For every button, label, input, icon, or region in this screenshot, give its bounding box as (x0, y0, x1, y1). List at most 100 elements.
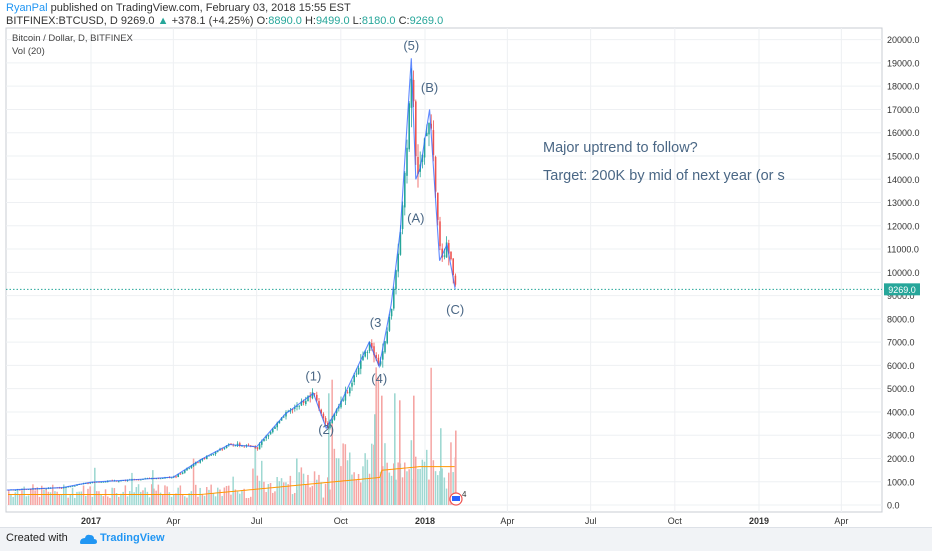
volume-bar (390, 475, 393, 506)
candle-body (360, 360, 362, 369)
volume-bar (214, 496, 217, 506)
volume-bar (342, 443, 344, 506)
candle-body (201, 458, 204, 461)
volume-bar (362, 466, 364, 506)
volume-bar (177, 487, 179, 506)
volume-spike (455, 430, 457, 506)
y-tick-label: 14000.0 (887, 175, 920, 185)
candle-body (188, 467, 190, 469)
candle-body (408, 103, 410, 150)
candle-body (349, 387, 351, 394)
volume-bar (289, 475, 292, 506)
volume-bar (302, 473, 305, 506)
candle-body (454, 275, 457, 285)
candle-body (309, 396, 311, 398)
volume-bar (382, 466, 384, 506)
volume-bar (428, 479, 430, 506)
volume-bar (256, 475, 259, 506)
y-tick-label: 16000.0 (887, 128, 920, 138)
y-tick-label: 15000.0 (887, 151, 920, 161)
volume-bar (124, 485, 127, 506)
candle-body (175, 476, 177, 478)
wave-label: (B) (421, 80, 438, 95)
y-tick-label: 9000.0 (887, 291, 915, 301)
candle-body (104, 481, 107, 483)
volume-bar (316, 479, 318, 506)
author-name[interactable]: RyanPal (6, 2, 48, 14)
volume-bar (406, 471, 408, 506)
candle-body (324, 418, 327, 423)
candle-body (30, 489, 32, 491)
candle-body (269, 431, 272, 435)
y-tick-label: 7000.0 (887, 338, 915, 348)
candle-body (170, 477, 173, 479)
volume-bar (386, 462, 388, 506)
wave-label: (A) (407, 210, 424, 225)
volume-bar (10, 494, 12, 506)
volume-bar (375, 367, 377, 506)
volume-spike (413, 395, 415, 506)
candle-body (382, 351, 384, 360)
tradingview-brand[interactable]: TradingView (100, 532, 165, 544)
volume-bar (346, 460, 349, 506)
candle-body (239, 443, 241, 446)
volume-bar (14, 492, 17, 506)
volume-bar (184, 496, 186, 506)
volume-bar (377, 376, 380, 506)
volume-bar (162, 494, 164, 506)
volume-bar (225, 485, 228, 506)
volume-bar (355, 479, 358, 506)
x-tick-label: Apr (166, 516, 180, 526)
volume-bar (91, 496, 94, 506)
volume-bar (357, 474, 360, 506)
volume-bar (168, 492, 171, 506)
volume-bar (410, 440, 413, 506)
volume-bar (452, 472, 454, 506)
y-tick-label: 19000.0 (887, 58, 920, 68)
open-value: 8890.0 (268, 15, 302, 27)
volume-bar (98, 491, 100, 506)
volume-bar (261, 460, 263, 506)
volume-bar (448, 472, 450, 506)
candle-body (157, 478, 160, 480)
candle-body (366, 351, 369, 353)
candle-body (234, 445, 237, 447)
current-price-badge (884, 283, 920, 296)
volume-bar (415, 456, 417, 506)
candle-body (373, 346, 375, 356)
volume-bar (434, 471, 437, 506)
volume-bar (239, 493, 241, 506)
flag-body (452, 496, 460, 501)
candle-body (203, 458, 206, 460)
candle-body (296, 405, 298, 407)
candle-body (351, 382, 353, 387)
volume-bar (30, 488, 32, 506)
volume-bar (423, 461, 426, 506)
legend-title: Bitcoin / Dollar, D, BITFINEX (12, 33, 133, 44)
candle-body (69, 486, 72, 488)
candle-body (137, 479, 140, 481)
candle-body (362, 356, 364, 361)
y-tick-label: 13000.0 (887, 198, 920, 208)
volume-bar (331, 379, 333, 506)
volume-bar (393, 463, 395, 506)
volume-bar (69, 495, 72, 506)
candle-body (214, 451, 217, 454)
candle-body (450, 251, 452, 260)
volume-bar (56, 491, 58, 506)
volume-bar (38, 496, 41, 506)
volume-bar (324, 483, 327, 506)
wave-lines (6, 58, 882, 491)
volume-bar (430, 367, 432, 506)
candle-body (357, 367, 360, 375)
volume-bar (219, 489, 221, 506)
price-chart[interactable]: 0.0 1000.0 2000.0 3000.0 4000.0 5000.0 6000.0 7… (0, 0, 932, 527)
volume-bar (173, 494, 175, 506)
candle-body (410, 78, 413, 108)
volume-bar (36, 487, 39, 506)
volume-bar (333, 448, 336, 506)
candle-body (45, 488, 47, 490)
candle-body (217, 451, 219, 452)
y-tick-label: 20000.0 (887, 35, 920, 45)
